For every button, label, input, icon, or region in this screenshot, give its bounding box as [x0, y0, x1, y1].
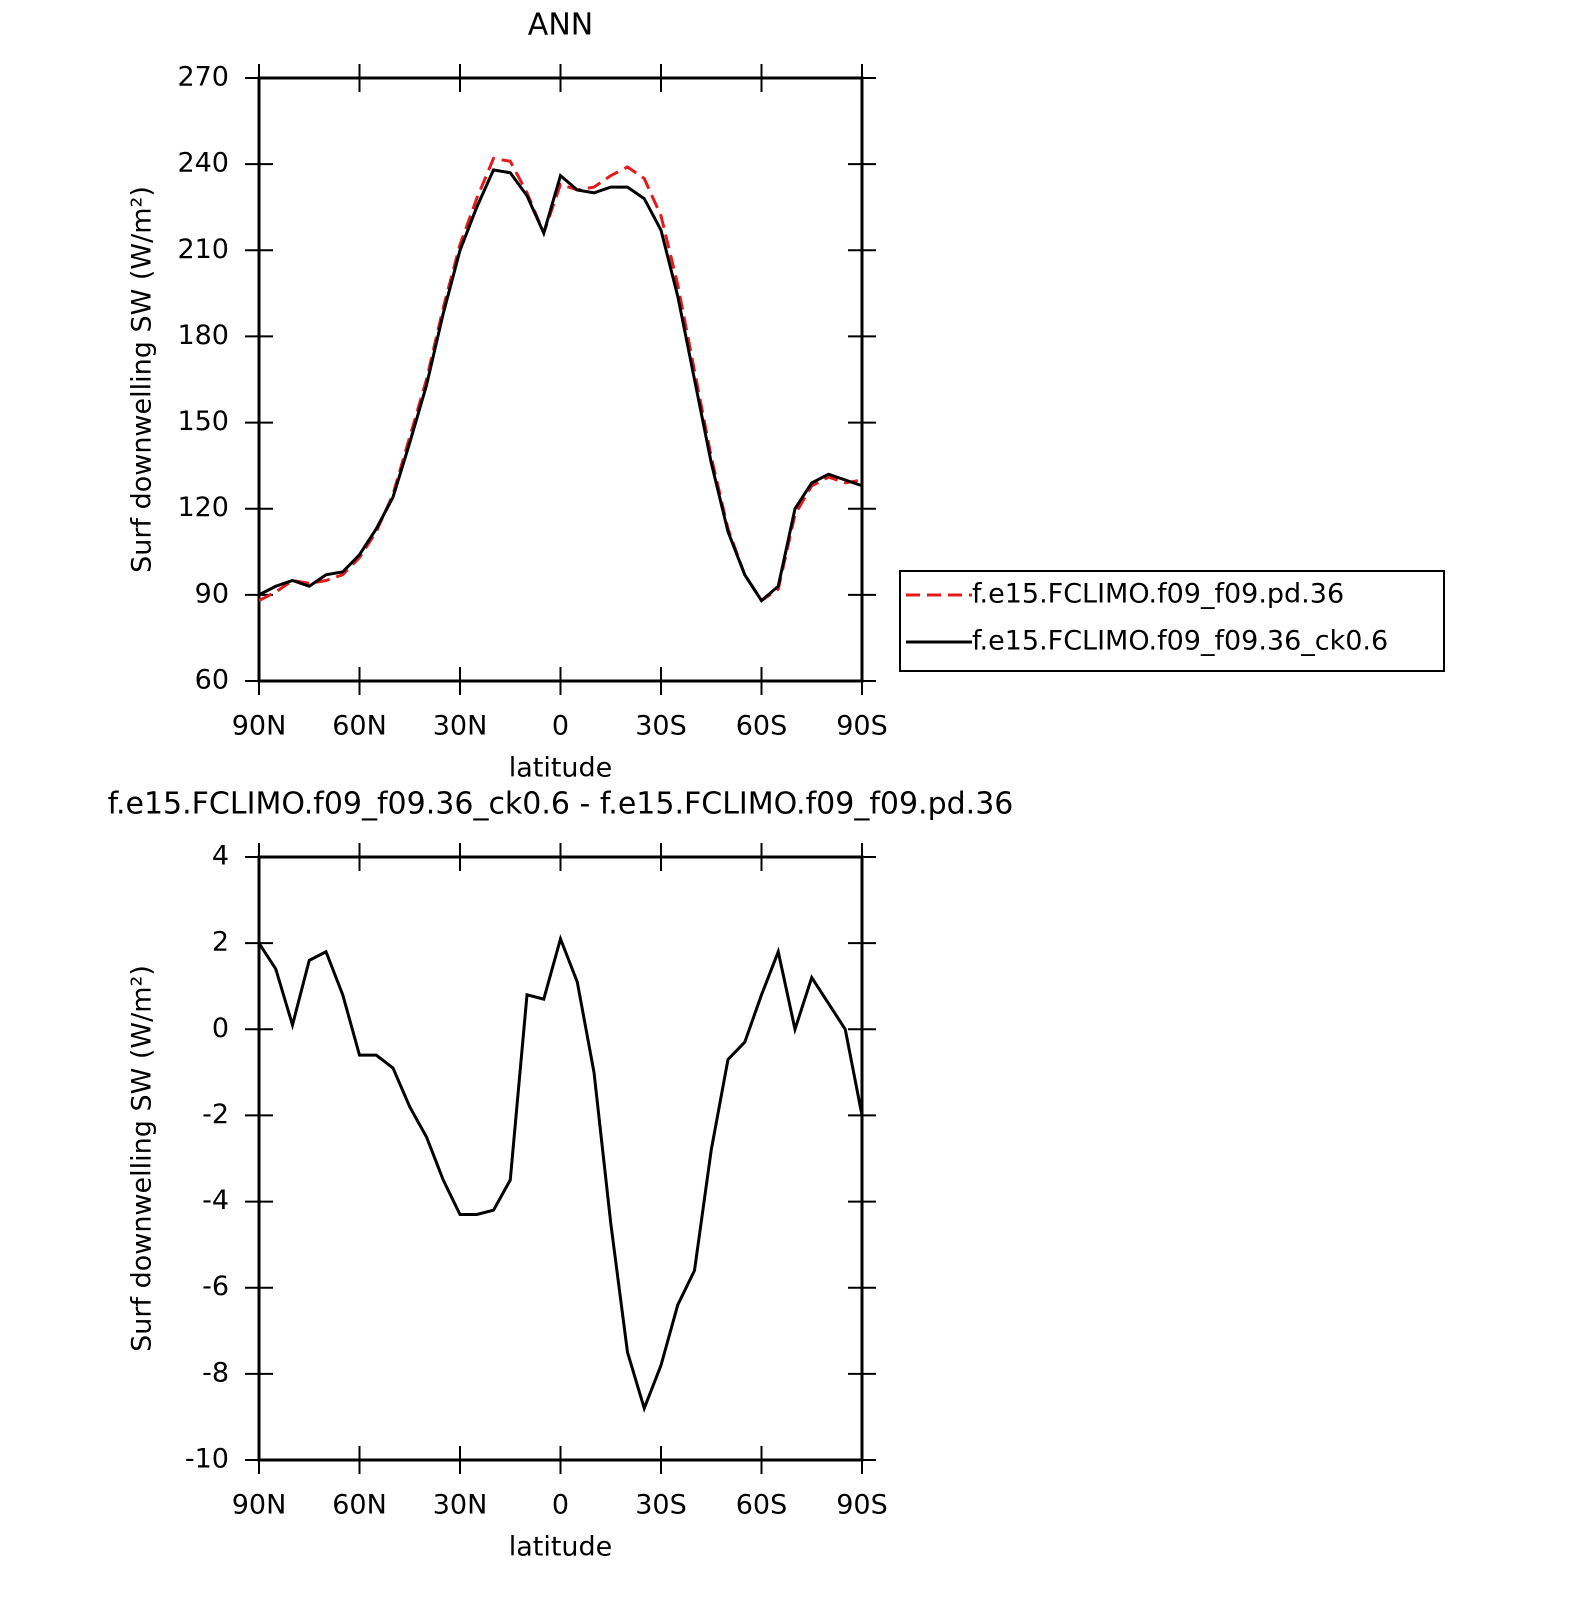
y-tick-label: 90 [195, 578, 229, 609]
x-tick-label: 0 [552, 1490, 569, 1521]
y-tick-label: 120 [177, 492, 229, 523]
y-tick-label: 150 [177, 406, 229, 437]
data-line [258, 168, 863, 603]
y-tick-label: 0 [212, 1013, 229, 1044]
y-axis-label: Surf downwelling SW (W/m²) [127, 186, 158, 573]
x-tick-label: 90S [836, 1490, 888, 1521]
y-tick-label: -10 [185, 1444, 229, 1475]
y-tick-label: 2 [212, 927, 229, 958]
x-tick-label: 60N [332, 1490, 387, 1521]
y-tick-label: 210 [177, 234, 229, 265]
data-line [258, 156, 863, 603]
y-tick-label: 240 [177, 148, 229, 179]
x-tick-label: 0 [552, 711, 569, 742]
x-tick-label: 90N [232, 711, 287, 742]
x-tick-label: 90S [836, 711, 888, 742]
y-tick-label: -2 [202, 1099, 229, 1130]
y-tick-label: -4 [202, 1185, 229, 1216]
y-tick-label: 270 [177, 62, 229, 93]
y-axis-label: Surf downwelling SW (W/m²) [127, 965, 158, 1352]
x-tick-label: 30S [635, 711, 687, 742]
x-tick-label: 30S [635, 1490, 687, 1521]
plot-frame [257, 76, 864, 683]
x-tick-label: 60S [736, 1490, 788, 1521]
legend-box [899, 570, 1445, 672]
y-tick-label: -8 [202, 1357, 229, 1388]
legend-label: f.e15.FCLIMO.f09_f09.pd.36 [972, 579, 1344, 610]
x-axis-label: latitude [509, 753, 613, 784]
data-line [257, 934, 864, 1413]
x-tick-label: 60N [332, 711, 387, 742]
x-tick-label: 30N [433, 711, 488, 742]
x-axis-label: latitude [509, 1532, 613, 1563]
x-tick-label: 90N [232, 1490, 287, 1521]
y-tick-label: 60 [195, 665, 229, 696]
chart-title: ANN [528, 8, 593, 43]
plot-frame [257, 855, 864, 1462]
legend-label: f.e15.FCLIMO.f09_f09.36_ck0.6 [972, 626, 1388, 657]
y-tick-label: 180 [177, 320, 229, 351]
chart-title: f.e15.FCLIMO.f09_f09.36_ck0.6 - f.e15.FC… [108, 787, 1014, 822]
y-tick-label: -6 [202, 1271, 229, 1302]
x-tick-label: 60S [736, 711, 788, 742]
y-tick-label: 4 [212, 841, 229, 872]
x-tick-label: 30N [433, 1490, 488, 1521]
